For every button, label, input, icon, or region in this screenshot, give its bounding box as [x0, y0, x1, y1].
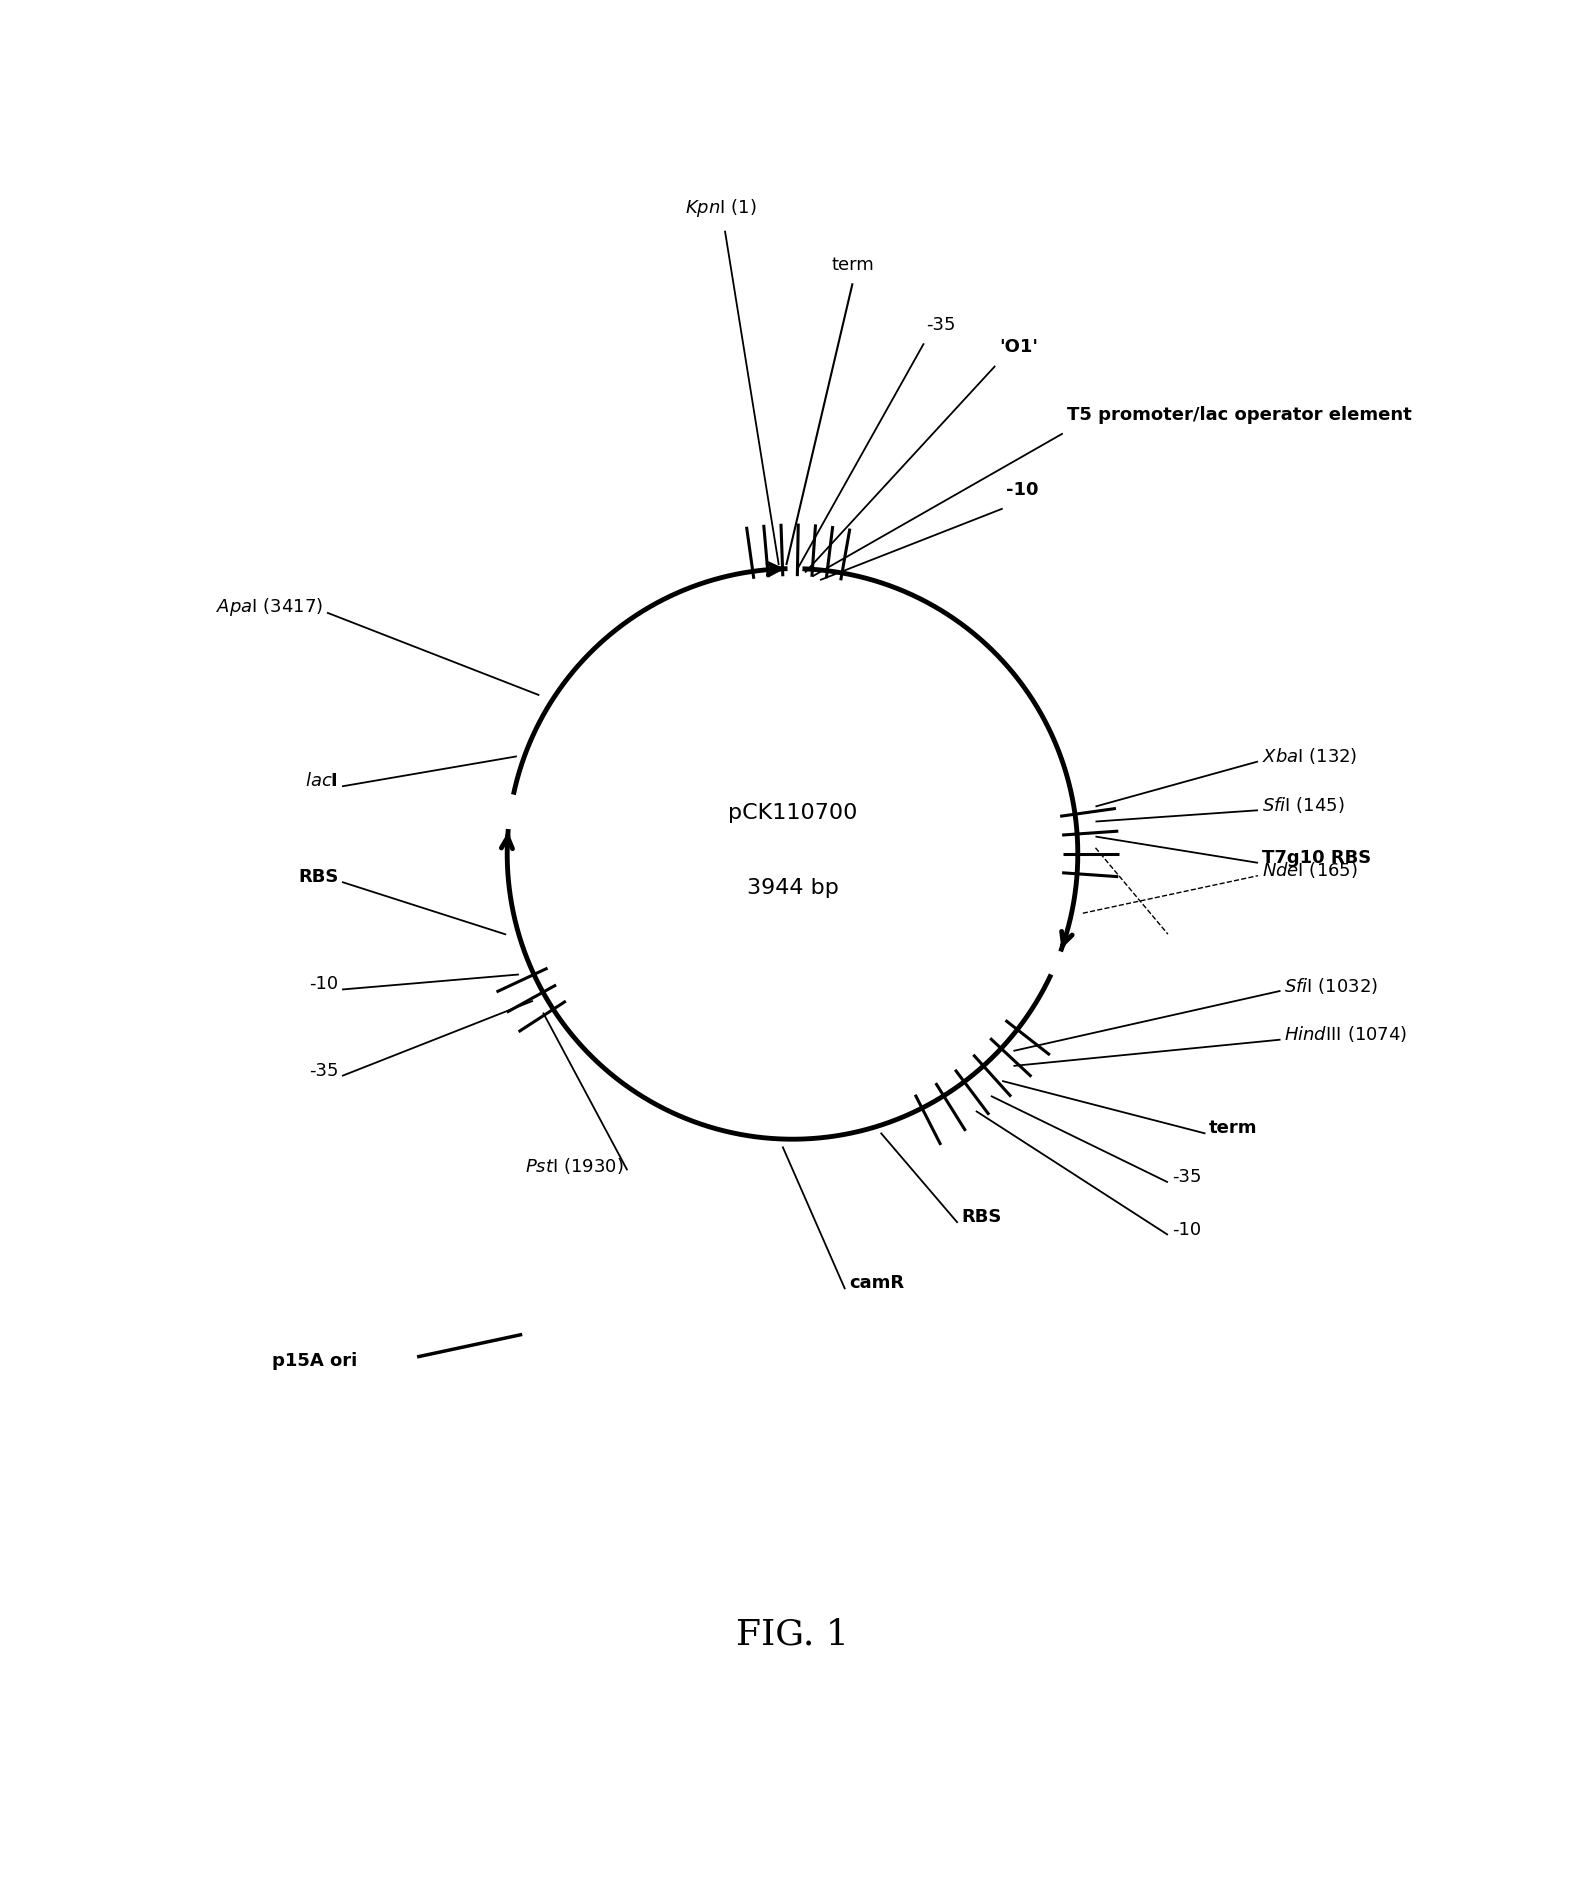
Text: RBS: RBS — [298, 868, 338, 885]
Text: $\mathit{Sfi}$I (1032): $\mathit{Sfi}$I (1032) — [1284, 976, 1379, 995]
Text: camR: camR — [850, 1274, 903, 1291]
Text: -10: -10 — [1171, 1222, 1201, 1239]
Text: -35: -35 — [926, 315, 956, 334]
Text: FIG. 1: FIG. 1 — [735, 1618, 850, 1652]
Text: $\mathit{Nde}$I (165): $\mathit{Nde}$I (165) — [1262, 861, 1358, 880]
Text: $\mathit{lac}$I: $\mathit{lac}$I — [306, 772, 338, 789]
Text: $\mathit{Kpn}$I (1): $\mathit{Kpn}$I (1) — [685, 198, 758, 219]
Text: -10: -10 — [1006, 481, 1040, 498]
Text: $\mathit{Xba}$I (132): $\mathit{Xba}$I (132) — [1262, 746, 1357, 767]
Text: pCK110700: pCK110700 — [728, 802, 857, 823]
Text: RBS: RBS — [962, 1208, 1002, 1225]
Text: $\mathit{Apa}$I (3417): $\mathit{Apa}$I (3417) — [216, 597, 323, 619]
Text: T5 promoter/lac operator element: T5 promoter/lac operator element — [1067, 406, 1411, 423]
Text: term: term — [831, 255, 873, 274]
Text: 'O1': 'O1' — [999, 338, 1038, 357]
Text: T7g10 RBS: T7g10 RBS — [1262, 848, 1371, 867]
Text: $\mathit{Pst}$I (1930): $\mathit{Pst}$I (1930) — [525, 1155, 623, 1176]
Text: p15A ori: p15A ori — [271, 1352, 357, 1369]
Text: -35: -35 — [309, 1061, 338, 1080]
Text: 3944 bp: 3944 bp — [747, 878, 838, 897]
Text: -35: -35 — [1171, 1169, 1201, 1186]
Text: -10: -10 — [309, 976, 338, 993]
Text: $\mathit{Hind}$III (1074): $\mathit{Hind}$III (1074) — [1284, 1025, 1407, 1044]
Text: $\mathit{Sfi}$I (145): $\mathit{Sfi}$I (145) — [1262, 795, 1344, 816]
Text: term: term — [1209, 1120, 1257, 1137]
